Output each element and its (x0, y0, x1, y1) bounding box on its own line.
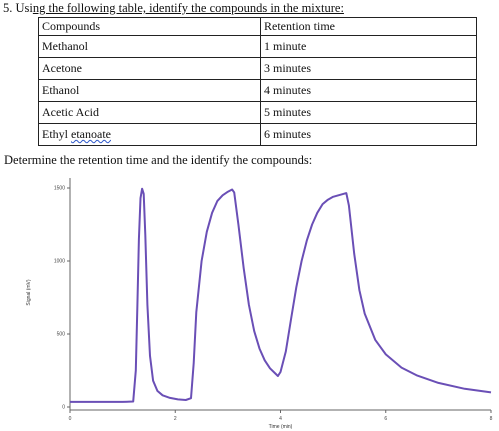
y-tick-label: 1500 (54, 186, 65, 192)
retention-cell: 6 minutes (260, 123, 477, 146)
table-row: Acetic Acid 5 minutes (38, 101, 477, 124)
spellcheck-underline-word: etanoate (71, 127, 111, 141)
retention-cell: 3 minutes (260, 57, 477, 80)
question-prefix: 5. Usi (3, 1, 33, 15)
x-tick-label: 8 (490, 416, 493, 422)
y-tick-label: 1000 (54, 259, 65, 265)
y-axis-label: Signal (mV) (26, 279, 32, 305)
table-header-row: Compounds Retention time (38, 17, 477, 36)
x-axis-label: Time (min) (269, 424, 293, 430)
x-tick-label: 6 (384, 416, 387, 422)
retention-cell: 5 minutes (260, 101, 477, 124)
y-tick-label: 0 (62, 405, 65, 411)
compound-cell: Acetone (38, 57, 261, 80)
compound-cell-ethyl: Ethyl etanoate (38, 123, 261, 146)
retention-table: Compounds Retention time Methanol 1 minu… (38, 17, 477, 146)
x-tick-label: 2 (174, 416, 177, 422)
chromatogram-chart: 0 500 1000 1500 0 2 4 6 8 Time (min) Signal (mV) (0, 170, 499, 431)
x-tick-label: 4 (279, 416, 282, 422)
compound-name-ethyl: Ethyl etanoate (42, 127, 111, 141)
y-tick-label: 500 (57, 332, 66, 338)
table-row: Ethanol 4 minutes (38, 79, 477, 102)
table-row: Methanol 1 minute (38, 35, 477, 58)
retention-cell: 1 minute (260, 35, 477, 58)
header-retention-time: Retention time (260, 17, 477, 36)
x-tick-label: 0 (69, 416, 72, 422)
question-text: 5. Using the following table, identify t… (3, 0, 344, 17)
table-row: Acetone 3 minutes (38, 57, 477, 80)
prompt-text: Determine the retention time and the ide… (4, 153, 313, 167)
chart-background (0, 170, 499, 431)
compound-cell: Acetic Acid (38, 101, 261, 124)
table-row: Ethyl etanoate 6 minutes (38, 123, 477, 146)
compound-cell: Methanol (38, 35, 261, 58)
chromatogram-line (70, 187, 492, 403)
question-underlined: ng the following table, identify the com… (32, 1, 344, 15)
compound-cell: Ethanol (38, 79, 261, 102)
retention-cell: 4 minutes (260, 79, 477, 102)
header-compounds: Compounds (38, 17, 261, 36)
